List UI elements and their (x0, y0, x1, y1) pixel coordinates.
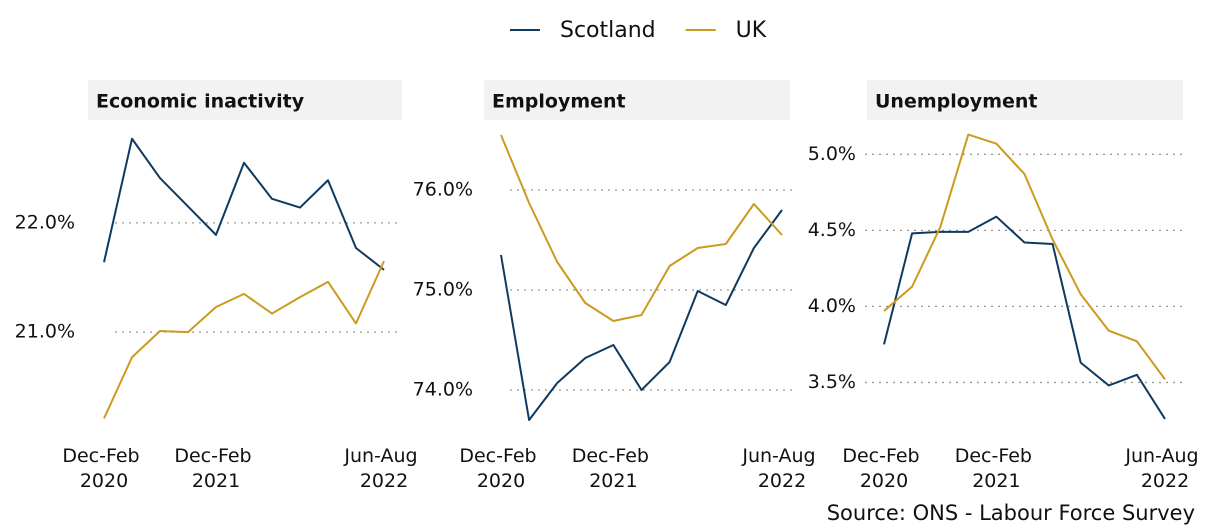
x-tick-label: Jun-Aug 2022 (343, 445, 423, 492)
x-tick-label: Dec-Feb 2021 (572, 445, 655, 492)
y-tick-label: 21.0% (15, 321, 75, 343)
x-tick-label: Dec-Feb 2020 (62, 445, 145, 492)
panel-title: Unemployment (875, 91, 1037, 113)
source: Source: ONS - Labour Force Survey (827, 501, 1195, 525)
series-line (500, 209, 783, 421)
legend-label: Scotland (560, 18, 656, 43)
y-tick-label: 3.5% (808, 371, 856, 393)
series-line (103, 260, 385, 419)
x-tick-label: Dec-Feb 2020 (842, 445, 925, 492)
series-line (883, 215, 1166, 420)
panel-strip (88, 80, 402, 120)
panel-strip (484, 80, 790, 120)
y-tick-label: 75.0% (413, 279, 473, 301)
x-tick-label: Dec-Feb 2021 (955, 445, 1038, 492)
x-tick-label: Jun-Aug 2022 (741, 445, 821, 492)
panel-strip (867, 80, 1183, 120)
legend-label: UK (736, 18, 767, 43)
panel-title: Employment (492, 91, 626, 113)
series-line (103, 137, 385, 271)
x-tick-label: Dec-Feb 2021 (174, 445, 257, 492)
x-tick-label: Dec-Feb 2020 (459, 445, 542, 492)
y-tick-label: 4.0% (808, 295, 856, 317)
y-tick-label: 22.0% (15, 211, 75, 233)
series-line (883, 133, 1166, 380)
y-tick-label: 76.0% (413, 179, 473, 201)
y-tick-label: 74.0% (413, 379, 473, 401)
x-tick-label: Jun-Aug 2022 (1124, 445, 1204, 492)
series-line (500, 134, 783, 322)
y-tick-label: 4.5% (808, 219, 856, 241)
y-tick-label: 5.0% (808, 143, 856, 165)
panel-title: Economic inactivity (96, 91, 305, 113)
